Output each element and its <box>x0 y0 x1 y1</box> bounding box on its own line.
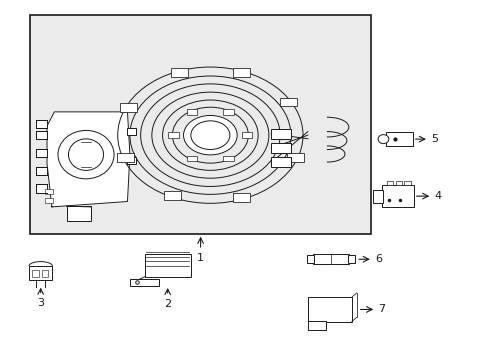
Bar <box>30 15 370 234</box>
Bar <box>395 181 401 185</box>
Bar <box>168 132 179 138</box>
Bar <box>29 266 52 280</box>
Bar <box>32 270 39 277</box>
Bar <box>163 191 181 200</box>
Text: 7: 7 <box>378 305 385 314</box>
Bar <box>36 120 47 128</box>
Bar <box>271 129 290 139</box>
Bar <box>306 255 313 263</box>
Circle shape <box>183 116 237 155</box>
Bar <box>241 132 252 138</box>
Bar <box>66 206 91 221</box>
Bar <box>171 68 188 77</box>
Bar <box>232 68 249 77</box>
Bar <box>271 143 290 153</box>
Text: 2: 2 <box>164 299 171 309</box>
Bar <box>117 153 134 162</box>
Bar <box>271 157 290 167</box>
Bar <box>286 153 303 162</box>
Text: 6: 6 <box>374 254 382 264</box>
Bar <box>127 157 136 164</box>
Bar <box>186 109 197 115</box>
Bar <box>372 190 382 203</box>
Bar <box>280 98 296 107</box>
Bar <box>127 128 136 135</box>
Bar <box>381 185 413 207</box>
Bar <box>312 254 348 264</box>
Bar <box>404 181 410 185</box>
Bar <box>36 149 47 157</box>
Bar <box>223 109 234 115</box>
Text: 3: 3 <box>37 298 44 309</box>
Bar <box>186 156 197 161</box>
Bar <box>36 131 47 139</box>
Bar <box>347 255 354 263</box>
Text: 1: 1 <box>197 253 203 263</box>
Bar <box>44 189 53 194</box>
Bar <box>36 184 47 193</box>
Bar <box>36 167 47 175</box>
Bar <box>41 270 48 277</box>
Bar <box>120 103 137 112</box>
Ellipse shape <box>377 135 388 144</box>
Bar <box>130 279 159 286</box>
Bar <box>144 253 190 277</box>
Bar <box>232 193 249 202</box>
Bar <box>307 321 326 329</box>
Bar <box>385 132 412 146</box>
Bar <box>386 181 392 185</box>
Bar <box>223 156 234 161</box>
Text: 4: 4 <box>434 191 441 201</box>
Text: 5: 5 <box>430 134 437 144</box>
Bar <box>307 297 351 321</box>
Polygon shape <box>47 112 130 207</box>
Bar <box>44 198 53 203</box>
